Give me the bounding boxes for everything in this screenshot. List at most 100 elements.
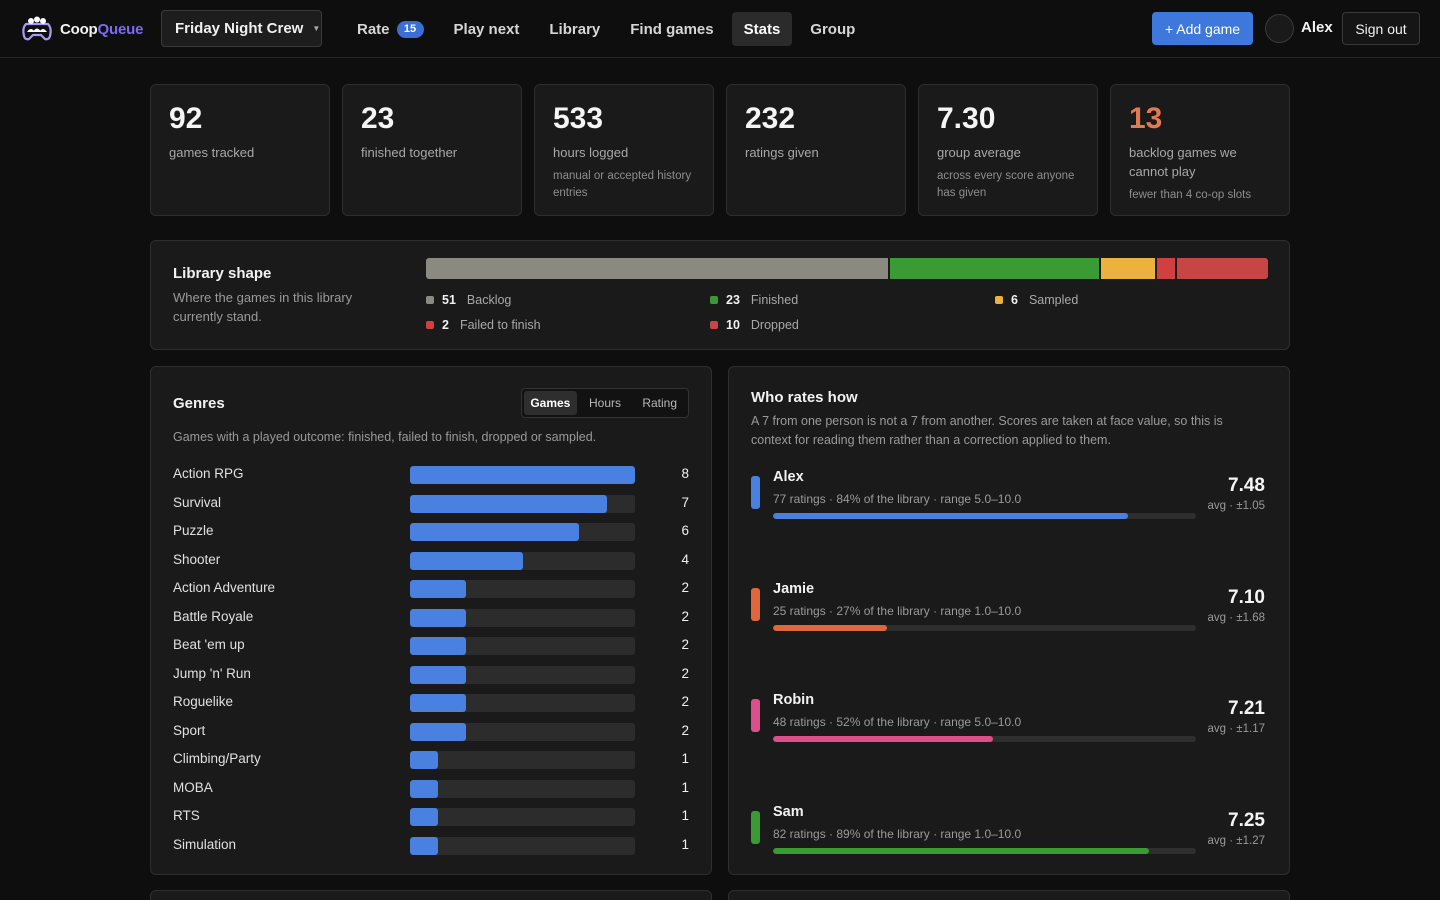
genre-count: 8 xyxy=(681,466,689,481)
app-logo[interactable]: CoopQueue xyxy=(20,14,143,44)
rater-average: 7.21 xyxy=(1228,698,1265,719)
rater-coverage-bar xyxy=(773,624,888,631)
who-rates-how-title: Who rates how xyxy=(751,389,858,406)
stat-value: 92 xyxy=(169,102,203,135)
genre-name: Action RPG xyxy=(173,466,244,481)
genre-count: 2 xyxy=(681,637,689,652)
legend-swatch xyxy=(710,321,718,329)
stat-card: 533 hours logged manual or accepted histor… xyxy=(534,84,714,216)
stat-card: 232 ratings given xyxy=(726,84,906,216)
legend-label: Failed to finish xyxy=(459,318,541,332)
genre-bar xyxy=(410,779,439,798)
genre-bar xyxy=(410,580,467,598)
stat-card: 23 finished together xyxy=(342,84,522,216)
stat-note: fewer than 4 co-op slots xyxy=(1129,189,1252,201)
genre-name: Survival xyxy=(173,494,222,510)
nav-item-play-next[interactable]: Play next xyxy=(442,12,532,46)
genre-bar-track xyxy=(410,694,635,712)
controller-group-icon xyxy=(22,16,52,41)
stat-label: group average xyxy=(937,145,1021,160)
nav-item-find-games[interactable]: Find games xyxy=(618,12,725,46)
stat-label: games tracked xyxy=(169,145,255,160)
tab-hours[interactable]: Hours xyxy=(589,396,622,410)
genre-row: Battle Royale 2 xyxy=(173,608,691,628)
genre-bar-track xyxy=(410,637,635,655)
rater-color-stripe xyxy=(751,587,760,621)
tab-games[interactable]: Games xyxy=(524,391,577,415)
genre-count: 2 xyxy=(681,665,689,681)
genre-bar-track xyxy=(410,722,635,741)
legend-label: Sampled xyxy=(1028,293,1079,307)
genre-bar-track xyxy=(410,836,635,855)
rater-coverage-bar xyxy=(773,736,993,742)
chevron-down-icon: ▼ xyxy=(312,24,321,33)
genre-bar-track xyxy=(410,580,635,598)
library-shape-title: Library shape xyxy=(173,265,272,282)
tab-rating[interactable]: Rating xyxy=(642,396,678,410)
nav-item-stats[interactable]: Stats xyxy=(731,12,793,46)
stat-value: 232 xyxy=(745,102,796,135)
stat-label: hours logged xyxy=(553,145,629,160)
genre-row: RTS 1 xyxy=(173,807,691,827)
nav-item-library[interactable]: Library xyxy=(537,12,612,46)
genre-bar-track xyxy=(410,523,635,541)
genre-bar xyxy=(410,637,467,655)
rater-row: Sam 82 ratings · 89% of the library · ran… xyxy=(751,802,1269,862)
rater-color-stripe xyxy=(751,476,760,509)
genre-count: 6 xyxy=(681,523,689,538)
rater-coverage-bar xyxy=(773,513,1129,519)
rater-meta: 48 ratings · 52% of the library · range … xyxy=(773,715,1022,729)
stat-label: backlog games we cannot play xyxy=(1129,145,1237,179)
genre-count: 2 xyxy=(681,722,689,738)
genre-bar xyxy=(410,494,607,513)
stat-label: ratings given xyxy=(745,145,819,160)
legend-count: 2 xyxy=(442,318,449,332)
rater-spread: avg · ±1.17 xyxy=(1207,723,1265,735)
rater-name: Alex xyxy=(773,469,804,485)
rate-count-badge: 15 xyxy=(396,20,424,38)
rater-average: 7.10 xyxy=(1228,586,1265,608)
genre-name: Sport xyxy=(173,722,206,738)
sign-out-button[interactable]: Sign out xyxy=(1342,12,1420,45)
genre-count: 1 xyxy=(681,808,689,823)
genre-bar xyxy=(410,466,635,484)
genre-row: Shooter 4 xyxy=(173,551,691,571)
genre-name: Beat 'em up xyxy=(173,637,245,652)
nav-item-rate[interactable]: Rate 15 xyxy=(345,12,436,46)
nav-item-label: Play next xyxy=(453,20,520,38)
nav-item-label: Library xyxy=(549,20,601,38)
genre-row: Puzzle 6 xyxy=(173,522,691,542)
genre-bar-track xyxy=(410,551,635,570)
genre-count: 2 xyxy=(681,580,689,595)
genre-bar-track xyxy=(410,608,635,627)
nav-item-label: Stats xyxy=(743,20,781,38)
avatar[interactable] xyxy=(1265,14,1294,43)
main-nav: Rate 15 Play next Library Find games Stats Gro… xyxy=(345,11,867,47)
genre-row: MOBA 1 xyxy=(173,779,691,799)
legend-label: Dropped xyxy=(750,318,799,332)
genre-bar xyxy=(410,523,579,541)
genres-description: Games with a played outcome: finished, f… xyxy=(173,430,597,444)
genre-bar-track xyxy=(410,751,635,769)
nav-item-group[interactable]: Group xyxy=(798,12,867,46)
genre-row: Action Adventure 2 xyxy=(173,579,691,599)
rater-coverage-bar xyxy=(773,847,1150,854)
genre-name: Jump 'n' Run xyxy=(173,665,251,681)
genre-name: Shooter xyxy=(173,551,221,567)
genre-bar xyxy=(410,665,467,684)
rater-spread: avg · ±1.27 xyxy=(1207,834,1265,847)
genre-bar-track xyxy=(410,466,635,484)
group-selector[interactable]: Friday Night Crew ▼ xyxy=(161,10,322,47)
genre-count: 1 xyxy=(681,779,689,795)
genre-name: Puzzle xyxy=(173,523,214,538)
add-game-button[interactable]: + Add game xyxy=(1152,12,1253,45)
stat-card: 92 games tracked xyxy=(150,84,330,216)
rater-row: Robin 48 ratings · 52% of the library · r… xyxy=(751,690,1269,750)
rater-average: 7.25 xyxy=(1228,809,1265,831)
rater-name: Robin xyxy=(773,692,815,708)
genre-row: Roguelike 2 xyxy=(173,693,691,713)
genre-name: Simulation xyxy=(173,836,237,852)
genre-count: 1 xyxy=(681,751,689,766)
legend-item: 6 Sampled xyxy=(995,293,1078,307)
lower-panel-right xyxy=(728,890,1290,900)
